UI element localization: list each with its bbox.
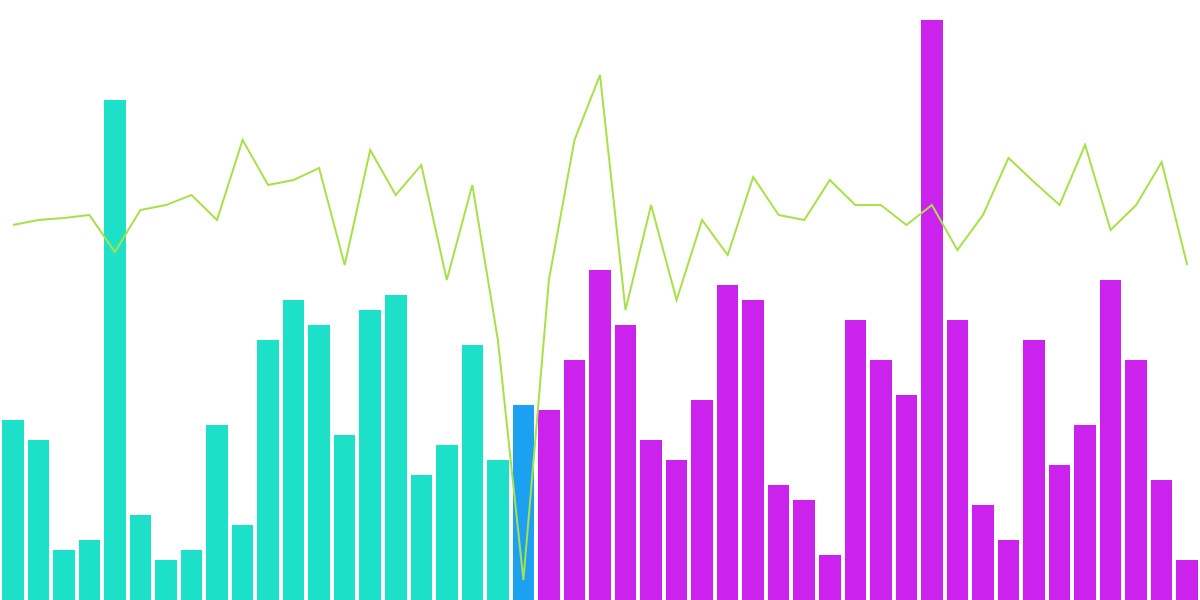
bar bbox=[257, 340, 279, 600]
bar bbox=[155, 560, 177, 600]
bar bbox=[1125, 360, 1147, 600]
bar bbox=[845, 320, 867, 600]
bar bbox=[385, 295, 407, 600]
bar bbox=[742, 300, 764, 600]
bar bbox=[921, 20, 943, 600]
bar bbox=[1049, 465, 1071, 600]
combo-bar-line-chart bbox=[0, 0, 1200, 600]
bar bbox=[1074, 425, 1096, 600]
bar bbox=[411, 475, 433, 600]
bar bbox=[564, 360, 586, 600]
bar bbox=[436, 445, 458, 600]
bar bbox=[972, 505, 994, 600]
bar bbox=[819, 555, 841, 600]
bar bbox=[28, 440, 50, 600]
bar bbox=[130, 515, 152, 600]
bar bbox=[2, 420, 24, 600]
bar bbox=[1151, 480, 1173, 600]
bar bbox=[308, 325, 330, 600]
bar bbox=[793, 500, 815, 600]
bar bbox=[513, 405, 535, 600]
bar bbox=[870, 360, 892, 600]
bar bbox=[717, 285, 739, 600]
bar bbox=[768, 485, 790, 600]
bar bbox=[947, 320, 969, 600]
bar bbox=[104, 100, 126, 600]
bar bbox=[181, 550, 203, 600]
bar bbox=[283, 300, 305, 600]
bar bbox=[334, 435, 356, 600]
bar bbox=[1100, 280, 1122, 600]
bar bbox=[1023, 340, 1045, 600]
bar bbox=[589, 270, 611, 600]
bar bbox=[691, 400, 713, 600]
bar bbox=[53, 550, 75, 600]
bar bbox=[462, 345, 484, 600]
bar bbox=[666, 460, 688, 600]
bar bbox=[206, 425, 228, 600]
bar bbox=[359, 310, 381, 600]
bar bbox=[1176, 560, 1198, 600]
bar bbox=[640, 440, 662, 600]
bar bbox=[615, 325, 637, 600]
bar bbox=[232, 525, 254, 600]
bar bbox=[896, 395, 918, 600]
bar bbox=[487, 460, 509, 600]
bar bbox=[538, 410, 560, 600]
bar bbox=[998, 540, 1020, 600]
bar bbox=[79, 540, 101, 600]
